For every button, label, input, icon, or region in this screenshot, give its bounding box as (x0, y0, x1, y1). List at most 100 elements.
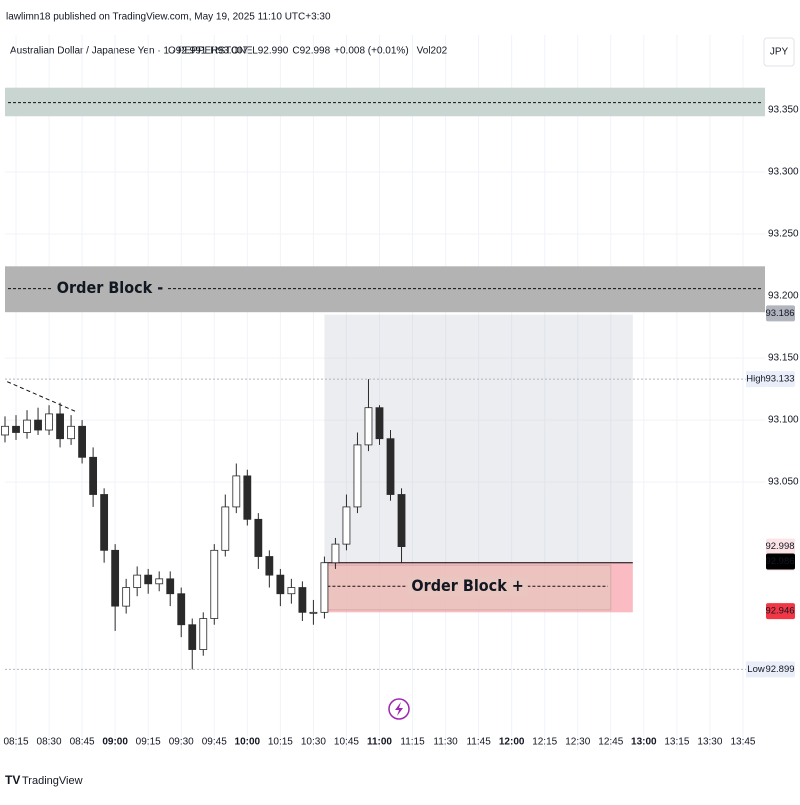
event-bolt (395, 702, 403, 716)
plot: Order Block - Order Block + (1, 35, 765, 750)
candle-body (199, 618, 208, 650)
price-badge (766, 371, 795, 388)
y-tick-label: 93.250 (768, 229, 799, 240)
x-tick-label: 13:30 (697, 737, 722, 748)
candle-body (177, 593, 186, 626)
price-tag-bg (746, 371, 766, 388)
candle-body (353, 444, 362, 508)
price-badge-label: 93.133 (765, 374, 794, 385)
candle-body (375, 407, 384, 440)
candle-body (144, 574, 153, 585)
candle-body (78, 425, 87, 458)
x-tick-label: 11:15 (400, 737, 425, 748)
x-tick-label: 13:15 (664, 737, 689, 748)
candle-body (133, 574, 142, 588)
candle-body (111, 549, 120, 607)
price-tag: Low (747, 664, 765, 675)
candle-body (122, 587, 131, 607)
x-tick-label: 10:45 (334, 737, 359, 748)
ohlc-value: L92.990 (252, 46, 289, 57)
candle-body (386, 438, 395, 495)
brand: TradingView (22, 775, 83, 787)
candle-body (23, 419, 31, 433)
y-tick-label: 93.300 (768, 167, 799, 178)
candle-body (309, 611, 318, 614)
x-tick-label: 08:15 (3, 737, 28, 748)
candle-body (67, 425, 75, 440)
x-tick-label: 09:45 (202, 737, 227, 748)
x-tick-label: 11:45 (466, 737, 491, 748)
price-badge-label: 92.998 (765, 541, 794, 552)
x-tick-label: 09:15 (136, 737, 161, 748)
candle-body (276, 574, 285, 595)
x-tick-label: 13:00 (631, 737, 657, 748)
candle-body (342, 506, 351, 545)
x-tick-label: 11:00 (367, 737, 392, 748)
candle-body (265, 556, 274, 576)
candle-body (100, 494, 109, 551)
candle-body (12, 425, 20, 433)
zone-label: Order Block - (57, 278, 163, 297)
candle-body (254, 518, 263, 557)
ohlc-value: O92.991 (168, 46, 207, 57)
price-badge-label: 92.946 (765, 606, 794, 617)
zone-label-bg (52, 279, 168, 298)
y-tick-label: 93.350 (768, 105, 799, 116)
candle-body (397, 494, 406, 548)
candle-body (331, 543, 340, 564)
x-tick-label: 13:45 (730, 737, 755, 748)
volume: Vol202 (417, 46, 448, 57)
x-tick-label: 09:30 (169, 737, 194, 748)
price-tag-bg (746, 661, 766, 678)
zone-label-bg (407, 577, 528, 596)
x-tick-label: 12:45 (598, 737, 623, 748)
x-tick-label: 08:30 (37, 737, 62, 748)
candle-body (210, 549, 219, 619)
candle-body (45, 413, 53, 431)
candle-body (56, 413, 64, 440)
x-tick-label: 09:00 (102, 737, 128, 748)
price-badge (766, 661, 795, 678)
price-badge-label: 92.899 (765, 664, 794, 675)
y-tick-label: 93.150 (768, 353, 799, 364)
x-tick-label: 08:45 (70, 737, 95, 748)
x-tick-label: 12:00 (499, 737, 525, 748)
symbol: Australian Dollar / Japanese Yen · 1 · P… (10, 46, 253, 57)
currency-box[interactable] (763, 37, 795, 67)
candle-body (232, 475, 241, 508)
y-tick-label: 93.200 (768, 291, 799, 302)
zone-label: Order Block + (411, 576, 523, 595)
brand-logo: TV (5, 773, 20, 787)
candle-body (364, 407, 373, 446)
publish-note: lawlimn18 published on TradingView.com, … (6, 12, 331, 23)
candle-body (34, 419, 42, 431)
x-tick-label: 12:30 (565, 737, 590, 748)
candle-body (243, 475, 252, 520)
y-tick-label: 93.100 (768, 415, 799, 426)
candle-body (89, 456, 98, 495)
candle-body (287, 587, 296, 595)
candle-body (155, 578, 164, 585)
candle-body (221, 506, 230, 551)
price-badge (766, 603, 795, 620)
ohlc-value: H93.007 (210, 46, 248, 57)
candle-body (188, 624, 197, 650)
x-tick-label: 10:15 (268, 737, 293, 748)
candle-body (166, 578, 175, 595)
price-tag: High (746, 374, 766, 385)
price-badge (766, 553, 795, 570)
ohlc-value: C92.998 (292, 46, 330, 57)
x-tick-label: 10:00 (235, 737, 261, 748)
candle-body (1, 425, 9, 436)
ohlc-value: +0.008 (+0.01%) (334, 46, 409, 57)
x-tick-label: 10:30 (301, 737, 326, 748)
x-tick-label: 11:30 (433, 737, 458, 748)
candle-body (320, 562, 329, 613)
price-badge (766, 305, 795, 322)
x-tick-label: 12:15 (532, 737, 557, 748)
candle-body (298, 587, 307, 613)
price-badge-label: 92.986 (765, 556, 794, 567)
y-tick-label: 93.050 (768, 477, 799, 488)
price-badge-label: 93.186 (765, 308, 794, 319)
